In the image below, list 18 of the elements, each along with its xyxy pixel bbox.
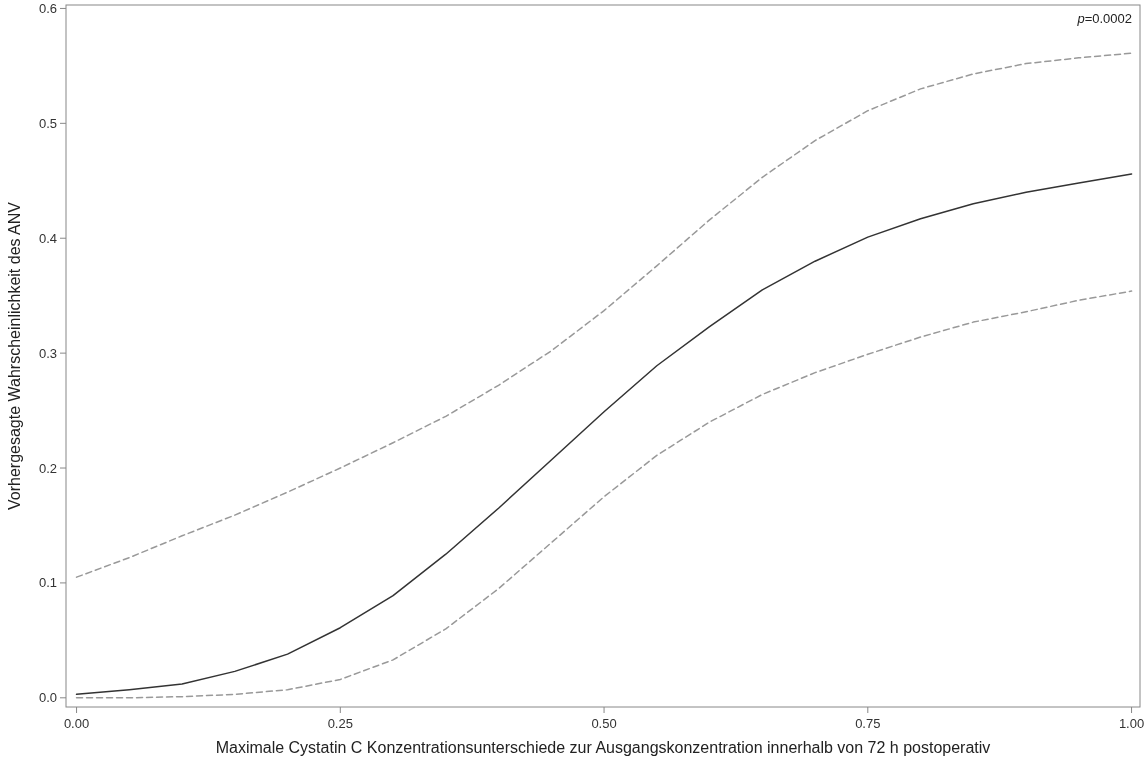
line-series: [75, 290, 1133, 699]
y-tick-label: 0.5: [38, 115, 57, 131]
y-tick-label: 0.6: [38, 0, 57, 16]
y-axis-title: Vorhergesagte Wahrscheinlichkeit des ANV: [6, 201, 23, 511]
line-series: [75, 173, 1133, 696]
x-tick-label: 0.25: [327, 716, 353, 731]
y-tick-label: 0.2: [38, 460, 57, 476]
x-axis-title: Maximale Cystatin C Konzentrationsunterschiede zur Ausgangskonzentration innerhalb von 72 h postoperativ: [215, 739, 991, 756]
x-tick-label: 1.00: [1118, 716, 1145, 731]
x-tick-label: 0.50: [591, 716, 617, 731]
y-tick-label: 0.0: [38, 690, 57, 706]
x-tick-label: 0.75: [855, 716, 881, 731]
y-tick-label: 0.3: [38, 345, 57, 361]
x-tick-label: 0.00: [63, 716, 90, 731]
y-tick-label: 0.4: [38, 230, 57, 246]
annotation: p=0.0002: [1076, 11, 1132, 26]
line-series: [75, 52, 1133, 578]
y-tick-label: 0.1: [38, 575, 57, 591]
